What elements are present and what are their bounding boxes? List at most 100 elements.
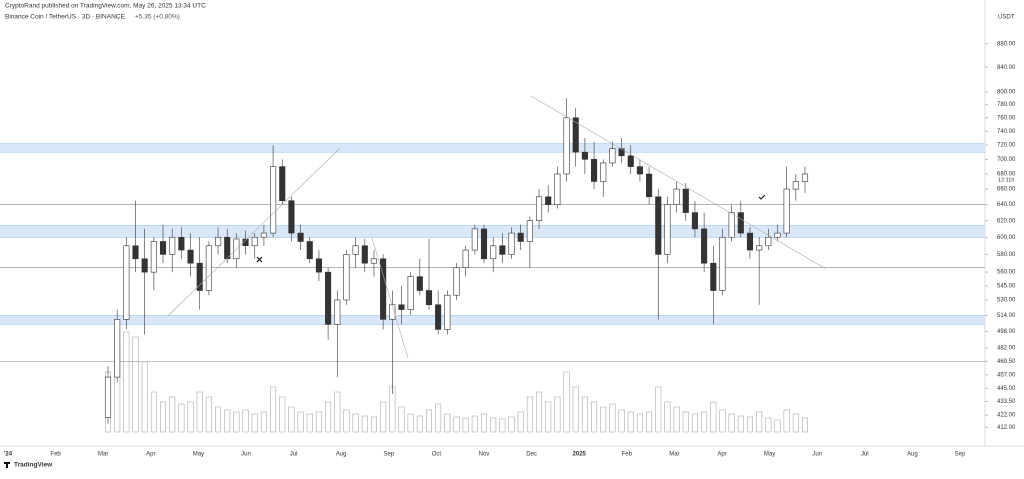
candle-body bbox=[407, 276, 414, 310]
candle-body bbox=[801, 173, 809, 182]
volume-bar bbox=[462, 417, 469, 433]
volume-bar bbox=[636, 413, 643, 433]
candle-body bbox=[508, 232, 515, 255]
candle-body bbox=[682, 188, 689, 213]
volume-bar bbox=[407, 413, 414, 433]
candle-body bbox=[746, 232, 754, 251]
y-tick-label: 433.50 bbox=[997, 399, 1016, 405]
y-tick-label: 600.00 bbox=[997, 235, 1016, 241]
volume-bar bbox=[618, 409, 625, 433]
volume-bar bbox=[655, 386, 662, 433]
volume-bar bbox=[517, 411, 524, 433]
volume-bar bbox=[205, 396, 212, 433]
zone bbox=[0, 315, 985, 325]
candle-body bbox=[352, 245, 359, 255]
candle-body bbox=[719, 236, 726, 291]
publisher: CryptoRand published on TradingView.com,… bbox=[5, 3, 206, 10]
candle-body bbox=[600, 162, 607, 182]
trendline bbox=[371, 237, 409, 359]
candle-body bbox=[416, 276, 423, 291]
volume-bar bbox=[141, 361, 148, 433]
candle-body bbox=[581, 151, 588, 160]
volume-bar bbox=[737, 415, 744, 433]
y-tick-label: 498.00 bbox=[997, 329, 1016, 335]
y-tick-label: 660.00 bbox=[997, 187, 1016, 193]
volume-bar bbox=[600, 406, 607, 433]
y-tick-label: 780.00 bbox=[997, 102, 1016, 108]
volume-bar bbox=[352, 413, 359, 433]
volume-bar bbox=[563, 371, 570, 433]
candle-body bbox=[315, 258, 322, 273]
candle-body bbox=[343, 254, 350, 301]
y-tick-label: 514.00 bbox=[997, 313, 1016, 319]
countdown: 12:11h bbox=[998, 177, 1014, 183]
y-tick-label: 469.50 bbox=[997, 359, 1016, 365]
x-tick-label: Nov bbox=[479, 452, 490, 458]
volume-bar bbox=[242, 409, 249, 433]
y-tick-label: 422.00 bbox=[997, 413, 1016, 419]
candle-body bbox=[526, 220, 533, 242]
candle-body bbox=[774, 232, 781, 238]
y-tick-label: 720.00 bbox=[997, 143, 1016, 149]
y-tick-label: 445.00 bbox=[997, 386, 1016, 392]
candle-body bbox=[627, 155, 634, 167]
volume-bar bbox=[609, 403, 616, 433]
candle-body bbox=[517, 232, 524, 242]
candle-body bbox=[673, 188, 680, 205]
volume-bar bbox=[224, 409, 231, 433]
candle-body bbox=[572, 117, 579, 153]
candle-body bbox=[591, 159, 598, 182]
x-tick-label: May bbox=[764, 452, 775, 458]
volume-bar bbox=[398, 406, 405, 433]
volume-bar bbox=[490, 417, 497, 433]
volume-bar bbox=[215, 406, 222, 433]
volume-bar bbox=[288, 406, 295, 433]
x-tick-label: Apr bbox=[717, 452, 726, 458]
candle-body bbox=[453, 267, 460, 296]
y-tick-label: 740.00 bbox=[997, 129, 1016, 135]
candle-body bbox=[169, 236, 176, 255]
volume-bar bbox=[591, 401, 598, 433]
candle-body bbox=[545, 196, 552, 205]
volume-bar bbox=[572, 386, 579, 433]
candle-body bbox=[104, 376, 112, 418]
candle-body bbox=[224, 236, 231, 260]
volume-bar bbox=[646, 411, 653, 433]
volume-bar bbox=[701, 411, 708, 433]
y-tick-label: 840.00 bbox=[997, 65, 1016, 71]
candle-body bbox=[196, 262, 203, 291]
candle-body bbox=[215, 236, 222, 247]
volume-bar bbox=[251, 413, 258, 433]
volume-bar bbox=[132, 336, 139, 433]
y-tick-label: 530.00 bbox=[997, 298, 1016, 304]
change: +5.35 (+0.80%) bbox=[135, 14, 180, 21]
candle-body bbox=[178, 236, 185, 251]
volume-bar bbox=[260, 411, 267, 433]
candle-body bbox=[288, 200, 295, 234]
volume-bar bbox=[691, 413, 698, 433]
x-tick-label: Jun bbox=[812, 452, 822, 458]
y-tick-label: 545.00 bbox=[997, 283, 1016, 289]
candle-body bbox=[260, 232, 267, 238]
y-tick-label: 457.00 bbox=[997, 372, 1016, 378]
volume-bar bbox=[801, 417, 809, 433]
candle-body bbox=[205, 245, 212, 291]
candle-body bbox=[435, 304, 442, 330]
candle-body bbox=[490, 245, 497, 260]
candle-body bbox=[499, 245, 506, 255]
axis-unit: USDT bbox=[998, 15, 1015, 21]
candle-body bbox=[325, 271, 332, 325]
candle-body bbox=[334, 299, 341, 325]
y-tick-label: 680.00 bbox=[997, 172, 1016, 178]
candle-body bbox=[398, 304, 405, 310]
volume-bar bbox=[481, 413, 488, 433]
candle-body bbox=[664, 204, 671, 255]
volume-bar bbox=[416, 415, 423, 433]
candle-body bbox=[691, 212, 698, 230]
volume-bar bbox=[545, 401, 552, 433]
volume-bar bbox=[627, 411, 634, 433]
y-tick-label: 412.00 bbox=[997, 425, 1016, 431]
volume-bar bbox=[160, 401, 167, 433]
volume-bar bbox=[756, 411, 763, 433]
